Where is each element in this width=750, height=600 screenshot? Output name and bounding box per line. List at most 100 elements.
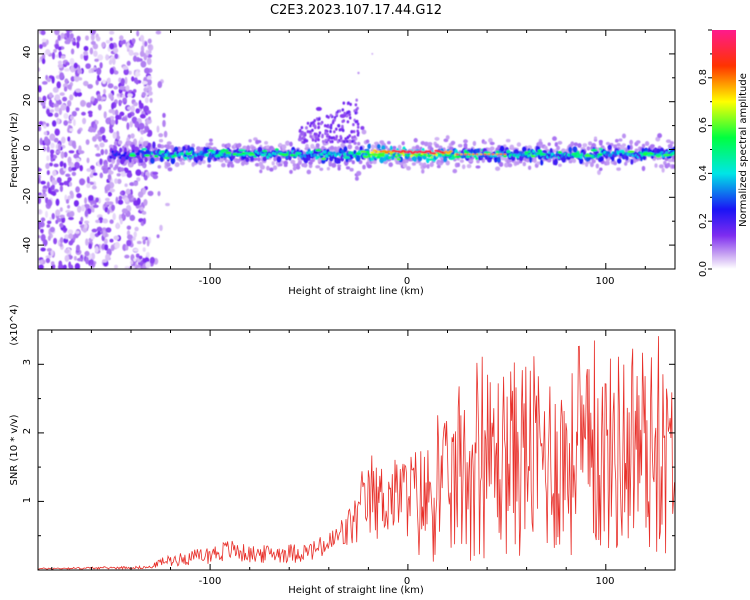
colorbar-gradient <box>712 30 736 269</box>
heatmap-cell-819 <box>69 210 75 217</box>
heatmap-cell-431 <box>128 49 134 56</box>
heatmap-x-tick-label-1: -100 <box>199 276 222 287</box>
heatmap-cell-861 <box>86 176 90 184</box>
heatmap-cell-636 <box>79 164 83 172</box>
heatmap-cell-869 <box>38 209 42 215</box>
heatmap-cell-601 <box>165 202 170 207</box>
heatmap-cell-463 <box>119 100 123 104</box>
heatmap-cell-2782 <box>342 156 350 159</box>
heatmap-cell-2520 <box>506 149 511 154</box>
heatmap-cell-826 <box>64 39 70 45</box>
heatmap-cell-411 <box>76 91 82 97</box>
heatmap-cell-1959 <box>333 130 336 134</box>
heatmap-cell-745 <box>111 204 115 211</box>
heatmap-cell-582 <box>38 177 41 184</box>
heatmap-cell-728 <box>133 102 138 107</box>
heatmap-cell-465 <box>126 234 133 240</box>
heatmap-cell-236 <box>122 97 127 103</box>
heatmap-cell-520 <box>115 196 119 204</box>
heatmap-cell-109 <box>45 163 50 170</box>
heatmap-cell-1411 <box>411 162 417 166</box>
heatmap-cell-546 <box>129 39 133 45</box>
heatmap-cell-224 <box>95 79 99 86</box>
heatmap-cell-896 <box>137 191 144 198</box>
heatmap-cell-902 <box>109 163 114 168</box>
heatmap-cell-1531 <box>483 141 487 145</box>
heatmap-cell-764 <box>57 100 62 105</box>
heatmap-cell-576 <box>49 133 56 141</box>
heatmap-cell-2756 <box>315 148 322 152</box>
heatmap-cell-298 <box>163 130 168 138</box>
heatmap-cell-1604 <box>525 157 530 162</box>
heatmap-cell-659 <box>134 70 139 78</box>
heatmap-cell-1272 <box>329 145 335 151</box>
heatmap-cell-999 <box>167 167 173 172</box>
heatmap-cell-2462 <box>460 155 465 159</box>
heatmap-cell-1904 <box>342 101 346 105</box>
heatmap-cell-788 <box>95 153 101 157</box>
heatmap-cell-1285 <box>337 166 341 171</box>
heatmap-cell-2841 <box>479 153 483 156</box>
heatmap-cell-1662 <box>561 148 566 153</box>
heatmap-cell-874 <box>84 209 89 218</box>
heatmap-cell-485 <box>83 45 89 52</box>
heatmap-cell-846 <box>147 44 152 49</box>
snr-x-tick-label-1: -100 <box>199 576 222 587</box>
heatmap-cell-810 <box>59 185 64 192</box>
heatmap-cell-1980 <box>352 123 355 127</box>
heatmap-cell-1943 <box>337 124 341 128</box>
heatmap-cell-2744 <box>557 150 562 154</box>
heatmap-cell-2769 <box>236 153 244 156</box>
heatmap-cell-882 <box>107 191 113 197</box>
heatmap-cell-537 <box>59 161 64 168</box>
heatmap-cell-912 <box>116 135 121 140</box>
heatmap-cell-2836 <box>459 153 463 156</box>
heatmap-cell-1135 <box>248 139 252 143</box>
heatmap-cell-345 <box>83 203 90 208</box>
heatmap-cell-327 <box>62 83 69 88</box>
heatmap-cell-900 <box>108 144 114 150</box>
heatmap-cell-273 <box>124 91 129 99</box>
heatmap-cell-1477 <box>450 140 456 145</box>
heatmap-cell-688 <box>65 30 71 33</box>
heatmap-ticks <box>38 29 675 270</box>
heatmap-cell-1249 <box>315 165 321 169</box>
colorbar-ticks <box>708 29 712 270</box>
heatmap-cell-739 <box>49 226 55 233</box>
heatmap-cell-118 <box>86 102 92 108</box>
heatmap-cell-2313 <box>343 146 348 153</box>
heatmap-cell-1918 <box>345 139 349 143</box>
heatmap-cell-892 <box>112 131 117 139</box>
heatmap-cell-1239 <box>310 143 315 149</box>
heatmap-cell-2637 <box>599 156 604 162</box>
heatmap-cell-743 <box>66 31 70 39</box>
heatmap-cell-1929 <box>353 135 357 139</box>
heatmap-cell-669 <box>96 93 101 101</box>
heatmap-cell-2798 <box>225 151 232 155</box>
heatmap-cell-20 <box>63 237 69 244</box>
heatmap-cell-2783 <box>448 157 456 160</box>
heatmap-cell-477 <box>146 57 152 65</box>
heatmap-cell-786 <box>113 70 119 75</box>
heatmap-cell-589 <box>128 70 132 75</box>
heatmap-cell-839 <box>114 264 118 269</box>
heatmap-cell-491 <box>97 77 102 82</box>
heatmap-cell-305 <box>38 85 42 93</box>
heatmap-cell-84 <box>144 96 149 104</box>
heatmap-cell-593 <box>109 238 114 243</box>
heatmap-cell-854 <box>106 201 111 205</box>
snr-y-tick-label-3: 3 <box>22 359 33 365</box>
heatmap-cell-776 <box>87 83 94 89</box>
heatmap-cell-1256 <box>319 167 324 171</box>
heatmap-cell-2108 <box>180 152 185 156</box>
heatmap-cell-583 <box>69 128 74 132</box>
heatmap-cell-442 <box>96 67 102 76</box>
heatmap-cell-941 <box>132 157 136 162</box>
heatmap-cell-742 <box>67 136 71 142</box>
heatmap-cell-246 <box>38 126 42 132</box>
heatmap-cell-521 <box>91 228 98 233</box>
heatmap-cell-367 <box>41 38 47 43</box>
heatmap-cell-590 <box>46 78 52 83</box>
heatmap-cell-2757 <box>584 154 592 157</box>
heatmap-cell-2503 <box>493 155 498 163</box>
